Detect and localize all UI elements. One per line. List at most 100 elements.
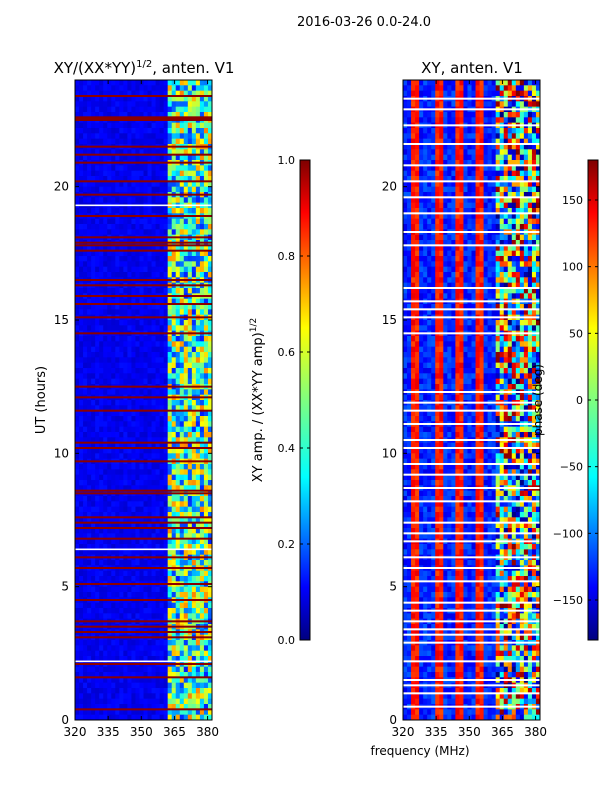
left-cell bbox=[119, 309, 124, 316]
left-cell bbox=[115, 96, 120, 102]
left-cell bbox=[75, 245, 80, 252]
right-cell bbox=[439, 112, 444, 118]
left-cell bbox=[143, 256, 149, 262]
left-cell bbox=[179, 218, 185, 225]
left-cell bbox=[135, 325, 141, 332]
left-cell bbox=[79, 714, 84, 720]
left-cell bbox=[91, 165, 96, 172]
left-cell bbox=[95, 405, 100, 412]
right-cell bbox=[431, 197, 436, 204]
left-cell bbox=[95, 346, 100, 353]
right-cell bbox=[471, 128, 477, 134]
left-cell bbox=[159, 186, 165, 193]
left-cell bbox=[203, 698, 209, 705]
left-cell bbox=[155, 592, 161, 598]
left-cell bbox=[75, 266, 80, 273]
left-cell bbox=[171, 186, 177, 193]
left-cell bbox=[147, 224, 153, 230]
right-cell bbox=[435, 101, 440, 108]
left-cell bbox=[147, 549, 153, 556]
left-cell bbox=[87, 346, 92, 353]
right-cell bbox=[483, 117, 489, 124]
left-flag-line bbox=[75, 409, 212, 412]
left-cell bbox=[163, 485, 169, 492]
left-cell bbox=[183, 309, 189, 316]
left-cell bbox=[155, 165, 161, 172]
left-cell bbox=[191, 453, 197, 460]
left-cell bbox=[195, 128, 201, 134]
left-cell bbox=[119, 549, 124, 556]
left-cell bbox=[115, 186, 120, 193]
right-cell bbox=[407, 170, 412, 177]
left-cell bbox=[207, 480, 212, 486]
right-cell bbox=[475, 197, 481, 204]
right-cell bbox=[443, 170, 448, 177]
left-cell bbox=[127, 682, 133, 689]
left-cell bbox=[175, 229, 181, 236]
left-cell bbox=[83, 506, 88, 513]
left-cell bbox=[111, 464, 116, 470]
left-cell bbox=[195, 533, 201, 540]
left-cell bbox=[87, 165, 92, 172]
left-cell bbox=[183, 272, 189, 278]
left-cell bbox=[91, 677, 96, 684]
left-cell bbox=[99, 576, 104, 582]
left-cell bbox=[183, 448, 189, 454]
left-cell bbox=[135, 592, 141, 598]
left-cell bbox=[203, 309, 209, 316]
left-cell bbox=[135, 528, 141, 534]
right-cell bbox=[411, 170, 416, 177]
left-cell bbox=[75, 426, 80, 433]
left-cell bbox=[199, 90, 205, 97]
left-cell bbox=[195, 469, 201, 476]
right-cell bbox=[463, 128, 469, 134]
left-cell bbox=[159, 666, 165, 673]
left-cell bbox=[167, 485, 173, 492]
left-cell bbox=[83, 432, 88, 438]
left-cell bbox=[151, 704, 157, 710]
left-cell bbox=[171, 560, 177, 566]
left-cell bbox=[103, 714, 108, 720]
left-cell bbox=[167, 256, 173, 262]
left-cell bbox=[91, 656, 96, 662]
left-cell bbox=[123, 138, 128, 145]
right-cell bbox=[519, 117, 525, 124]
right-cell bbox=[523, 80, 529, 86]
right-cell bbox=[423, 202, 428, 209]
left-cell bbox=[123, 362, 128, 369]
right-cell bbox=[503, 138, 509, 145]
left-cell bbox=[207, 512, 212, 518]
left-cell bbox=[135, 85, 141, 92]
left-cell bbox=[163, 298, 169, 305]
left-cell bbox=[83, 325, 88, 332]
left-cell bbox=[139, 298, 145, 305]
left-cell bbox=[195, 416, 201, 422]
left-cell bbox=[99, 608, 104, 614]
left-cell bbox=[75, 298, 80, 305]
left-cell bbox=[119, 650, 124, 657]
left-cell bbox=[163, 426, 169, 433]
left-cell bbox=[147, 496, 153, 502]
right-cell bbox=[419, 197, 424, 204]
left-cell bbox=[103, 506, 108, 513]
left-cell bbox=[183, 666, 189, 673]
left-cell bbox=[87, 304, 92, 310]
left-cell bbox=[207, 426, 212, 433]
left-cell bbox=[115, 528, 120, 534]
right-cell bbox=[507, 128, 513, 134]
left-cell bbox=[135, 586, 141, 593]
left-cell bbox=[183, 421, 189, 428]
left-cell bbox=[91, 416, 96, 422]
right-cell bbox=[535, 133, 540, 140]
left-cell bbox=[127, 357, 133, 364]
left-cell bbox=[159, 176, 165, 182]
right-cell bbox=[435, 181, 440, 188]
right-cell bbox=[515, 101, 521, 108]
left-cell bbox=[155, 714, 161, 720]
left-cell bbox=[175, 336, 181, 342]
left-cell bbox=[155, 85, 161, 92]
right-cell bbox=[471, 80, 477, 86]
left-cell bbox=[175, 266, 181, 273]
left-cell bbox=[183, 437, 189, 444]
left-cell bbox=[179, 576, 185, 582]
